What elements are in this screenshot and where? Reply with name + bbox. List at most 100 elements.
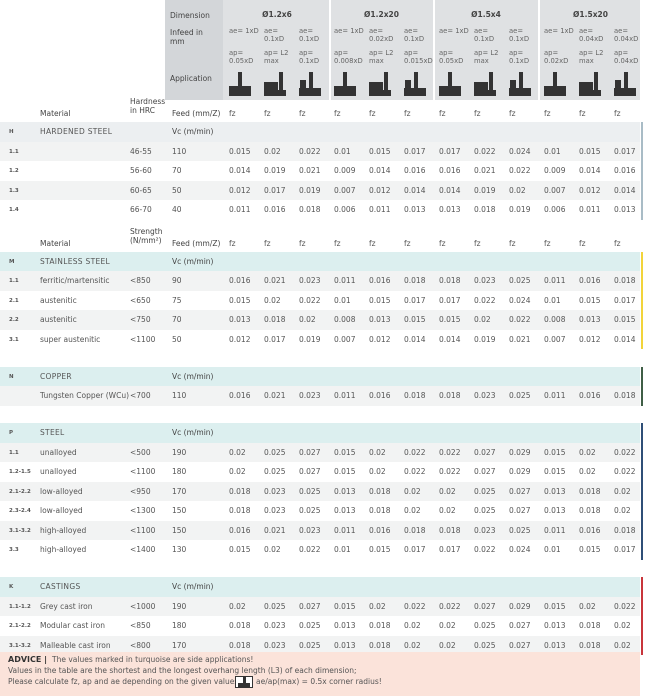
feed-value: 0.018 — [369, 640, 391, 650]
feed-value: 0.013 — [369, 315, 391, 324]
infeed-ap: ap= L2 max — [579, 49, 604, 65]
infeed-ae: ae= 0.1xD — [509, 27, 530, 43]
feed-value: 0.007 — [334, 334, 356, 344]
feed-value: 0.016 — [439, 166, 461, 175]
column-fz: fz — [614, 109, 621, 118]
advice-icon — [235, 676, 253, 688]
row-shade — [0, 442, 640, 462]
infeed-label: Infeed in mm — [170, 28, 203, 46]
feed-value: 0.015 — [544, 467, 566, 476]
feed-value: 0.015 — [334, 447, 356, 457]
column-material: Material — [40, 109, 71, 118]
row-vc: 170 — [172, 486, 187, 496]
feed-value: 0.018 — [474, 205, 496, 214]
column-fz: fz — [544, 238, 551, 248]
feed-value: 0.023 — [264, 640, 286, 650]
feed-value: 0.02 — [404, 506, 421, 515]
feed-value: 0.017 — [614, 545, 636, 554]
feed-value: 0.018 — [614, 276, 636, 285]
column-fz: fz — [229, 109, 236, 118]
row-shade — [0, 386, 640, 406]
feed-value: 0.013 — [614, 205, 636, 214]
infeed-ae: ae= 0.04xD — [579, 27, 604, 43]
row-id: 2.1-2.2 — [9, 623, 31, 629]
feed-value: 0.011 — [579, 205, 601, 214]
infeed-ae: ae= 0.1xD — [474, 27, 495, 43]
row-property: <500 — [130, 447, 151, 457]
feed-value: 0.02 — [369, 601, 386, 611]
feed-value: 0.024 — [509, 146, 531, 156]
feed-value: 0.024 — [509, 545, 531, 554]
application-icon — [509, 72, 531, 96]
row-id: 1.3 — [9, 187, 19, 194]
feed-value: 0.015 — [614, 315, 636, 324]
section-accent — [641, 366, 643, 406]
feed-value: 0.027 — [509, 486, 531, 496]
section-accent — [641, 251, 643, 349]
feed-value: 0.017 — [439, 545, 461, 554]
feed-value: 0.027 — [299, 601, 321, 611]
row-property: <1100 — [130, 467, 156, 476]
feed-value: 0.016 — [369, 276, 391, 285]
row-material: low-alloyed — [40, 486, 83, 496]
feed-value: 0.013 — [544, 640, 566, 650]
feed-value: 0.021 — [299, 166, 321, 175]
section-code: N — [9, 373, 14, 380]
row-material: low-alloyed — [40, 506, 83, 515]
feed-value: 0.022 — [614, 447, 636, 457]
row-vc: 190 — [172, 447, 187, 457]
row-property: <1100 — [130, 525, 156, 535]
infeed-ap: ap= 0.02xD — [544, 49, 569, 65]
feed-value: 0.009 — [334, 166, 356, 175]
infeed-ae: ae= 0.1xD — [404, 27, 425, 43]
section-name: CASTINGS — [40, 582, 81, 591]
feed-value: 0.015 — [579, 146, 601, 156]
row-property: <950 — [130, 486, 151, 496]
feed-value: 0.012 — [229, 334, 251, 344]
feed-value: 0.006 — [334, 205, 356, 214]
feed-value: 0.01 — [334, 146, 351, 156]
column-fz: fz — [509, 238, 516, 248]
section-band — [0, 577, 640, 597]
feed-value: 0.013 — [334, 486, 356, 496]
feed-value: 0.013 — [544, 506, 566, 515]
infeed-ae: ae= 0.1xD — [299, 27, 320, 43]
row-material: super austenitic — [40, 334, 101, 344]
feed-value: 0.025 — [474, 506, 496, 515]
feed-value: 0.02 — [229, 601, 246, 611]
feed-value: 0.022 — [474, 545, 496, 554]
feed-value: 0.011 — [334, 525, 356, 535]
infeed-ae: ae= 1xD — [334, 27, 364, 35]
feed-value: 0.022 — [474, 146, 496, 156]
column-fz: fz — [614, 238, 621, 248]
header-divider — [433, 0, 435, 100]
feed-value: 0.018 — [229, 486, 251, 496]
feed-value: 0.017 — [614, 295, 636, 305]
column-fz: fz — [264, 238, 271, 248]
feed-value: 0.017 — [404, 545, 426, 554]
infeed-ae: ae= 1xD — [229, 27, 259, 35]
feed-value: 0.02 — [229, 447, 246, 457]
feed-value: 0.016 — [579, 525, 601, 535]
row-vc: 180 — [172, 467, 187, 476]
row-property: <1100 — [130, 334, 156, 344]
feed-value: 0.018 — [229, 506, 251, 515]
row-property: 60-65 — [130, 185, 152, 195]
row-id: 3.1-3.2 — [9, 642, 31, 649]
row-id: 2.3-2.4 — [9, 508, 31, 514]
feed-value: 0.02 — [614, 621, 631, 630]
header-divider — [537, 0, 540, 100]
feed-value: 0.02 — [474, 315, 491, 324]
section-code: P — [9, 430, 14, 436]
row-property: <650 — [130, 295, 151, 305]
dimension-name: Ø1.5x4 — [471, 10, 501, 19]
feed-value: 0.023 — [264, 506, 286, 515]
section-band — [0, 423, 640, 443]
feed-value: 0.027 — [299, 467, 321, 476]
dimension-name: Ø1.5x20 — [573, 10, 608, 19]
infeed-ap: ap= 0.05xD — [229, 49, 254, 65]
feed-value: 0.013 — [544, 621, 566, 630]
feed-value: 0.016 — [229, 525, 251, 535]
feed-value: 0.021 — [264, 276, 286, 285]
